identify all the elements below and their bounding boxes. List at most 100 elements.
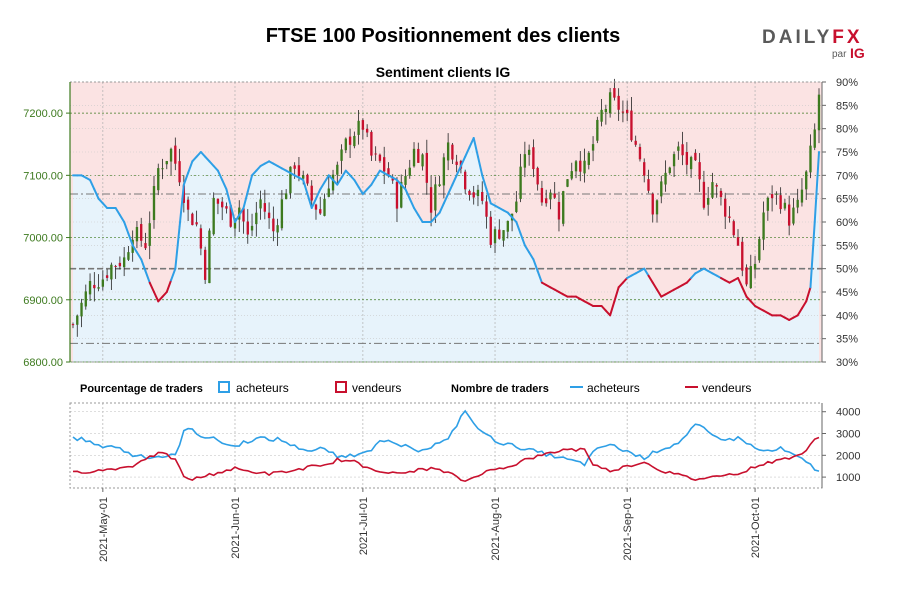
candlestick	[361, 118, 365, 140]
candlestick	[464, 169, 467, 194]
candlestick	[617, 88, 620, 121]
candle-body	[148, 223, 151, 246]
candlestick	[195, 210, 198, 227]
candle-body	[694, 152, 697, 161]
pct-tick-label: 55%	[836, 240, 858, 252]
sentiment-segment	[621, 277, 629, 284]
candle-body	[613, 88, 616, 98]
sentiment-segment	[340, 169, 347, 179]
candle-body	[583, 160, 586, 174]
candlestick	[161, 158, 164, 180]
candle-body	[451, 144, 454, 160]
candlestick	[476, 184, 480, 207]
candlestick	[174, 137, 177, 171]
candle-body	[306, 174, 309, 184]
candle-body	[229, 205, 232, 227]
candle-body	[608, 92, 612, 114]
sentiment-segment	[613, 286, 620, 303]
candlestick	[677, 141, 680, 160]
candle-body	[779, 195, 782, 210]
candlestick	[574, 159, 578, 179]
sentiment-segment	[511, 216, 518, 223]
candle-body	[391, 177, 394, 181]
price-tick-label: 7100.00	[23, 170, 63, 182]
sentiment-segment	[651, 281, 659, 291]
price-tick-label: 6800.00	[23, 357, 63, 369]
candle-body	[685, 151, 689, 165]
candlestick	[549, 189, 552, 210]
candle-body	[787, 204, 791, 226]
candlestick	[660, 175, 663, 204]
candle-body	[169, 148, 173, 162]
candlestick	[289, 166, 292, 199]
candlestick	[779, 187, 782, 214]
candlestick	[152, 175, 156, 229]
candlestick	[314, 203, 318, 220]
candle-body	[566, 179, 569, 187]
candlestick	[353, 131, 356, 149]
candlestick	[770, 185, 774, 212]
candle-body	[536, 167, 539, 185]
sentiment-segment	[144, 270, 151, 284]
sentiment-segment	[447, 183, 454, 195]
candle-body	[186, 199, 190, 210]
candle-body	[549, 192, 552, 200]
candlestick	[472, 185, 475, 205]
sentiment-segment	[796, 307, 803, 317]
price-tick-label: 7000.00	[23, 233, 63, 245]
candle-body	[276, 225, 279, 233]
sentiment-segment	[395, 179, 403, 186]
candlestick	[323, 193, 326, 217]
date-tick-label: 2021-Sep-01	[622, 497, 634, 561]
candlestick	[647, 169, 650, 194]
candle-body	[715, 185, 718, 187]
sentiment-segment	[528, 251, 535, 261]
candlestick	[259, 190, 262, 220]
sentiment-segment	[225, 188, 232, 207]
legend-pct-buyers-swatch	[218, 381, 230, 393]
candle-body	[233, 218, 237, 229]
candlestick	[97, 274, 100, 292]
sentiment-segment	[400, 183, 407, 191]
candle-body	[660, 181, 663, 197]
sentiment-segment	[208, 160, 215, 167]
candle-body	[698, 162, 701, 180]
candlestick	[340, 144, 343, 174]
candlestick	[127, 245, 130, 262]
candlestick	[634, 135, 637, 147]
sentiment-segment	[204, 155, 211, 163]
sentiment-segment	[413, 207, 420, 216]
candlestick	[365, 124, 369, 138]
candle-body	[634, 140, 637, 145]
price-axis: 6800.00 6900.00 7000.00 7100.00 7200.00	[23, 82, 71, 369]
candlestick	[498, 219, 501, 240]
candle-body	[365, 128, 369, 133]
candle-body	[468, 190, 471, 196]
sentiment-segment	[191, 155, 198, 163]
candle-body	[412, 148, 416, 167]
dailyfx-logo: DAILYFX par IG	[762, 27, 865, 61]
candle-body	[310, 185, 313, 201]
candle-body	[161, 168, 164, 170]
sentiment-segment	[221, 179, 228, 191]
sentiment-segment	[464, 146, 471, 158]
candlestick	[310, 180, 313, 208]
logo-ig: IG	[850, 45, 865, 61]
candlestick	[502, 230, 505, 247]
candle-body	[152, 186, 156, 221]
candlestick	[775, 191, 778, 205]
sentiment-segment	[101, 202, 109, 209]
candle-body	[118, 262, 122, 267]
candle-body	[127, 252, 130, 260]
trader-count-panel: 1000 2000 3000 4000	[69, 402, 860, 489]
sentiment-segment	[140, 258, 147, 272]
candlestick	[668, 166, 671, 175]
candlestick	[284, 189, 288, 200]
candlestick	[685, 142, 689, 175]
pct-tick-label: 60%	[836, 217, 858, 229]
candle-body	[570, 171, 573, 179]
candle-body	[481, 191, 484, 201]
candle-body	[293, 165, 296, 169]
candle-body	[476, 189, 480, 197]
